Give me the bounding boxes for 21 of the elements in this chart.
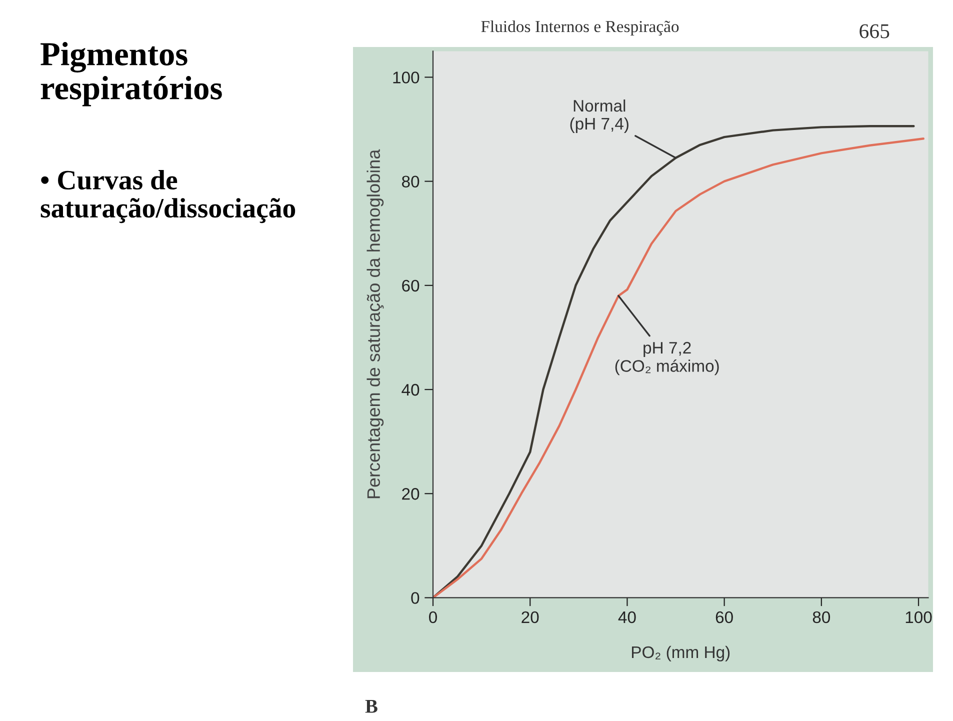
y-tick-label: 100 <box>393 72 420 84</box>
x-tick-label: 40 <box>618 611 636 624</box>
y-tick-label: 60 <box>402 280 420 292</box>
annotation: pH 7,2 (CO₂ máximo) <box>615 342 719 376</box>
text: 665 <box>860 24 890 38</box>
text: • Curvas de saturação/dissociação <box>40 170 296 224</box>
x-tick-label: 80 <box>812 611 830 624</box>
x-tick-label: 0 <box>429 611 437 624</box>
x-tick-label: 100 <box>906 611 932 624</box>
x-tick-label: 20 <box>522 611 539 624</box>
x-axis-title: PO₂ (mm Hg) <box>632 646 730 662</box>
y-tick-label: 80 <box>402 176 420 188</box>
y-tick-label: 40 <box>402 384 420 396</box>
annotation: Normal (pH 7,4) <box>570 99 628 133</box>
text: B <box>365 700 378 713</box>
y-tick-label: 0 <box>411 592 420 604</box>
text: Fluidos Internos e Respiração <box>481 20 679 36</box>
y-tick-label: 20 <box>402 488 420 500</box>
text: Pigmentos respiratórios <box>40 42 222 106</box>
y-axis-title: Percentagem de saturação da hemoglobina <box>366 149 384 498</box>
x-tick-label: 60 <box>716 611 733 624</box>
